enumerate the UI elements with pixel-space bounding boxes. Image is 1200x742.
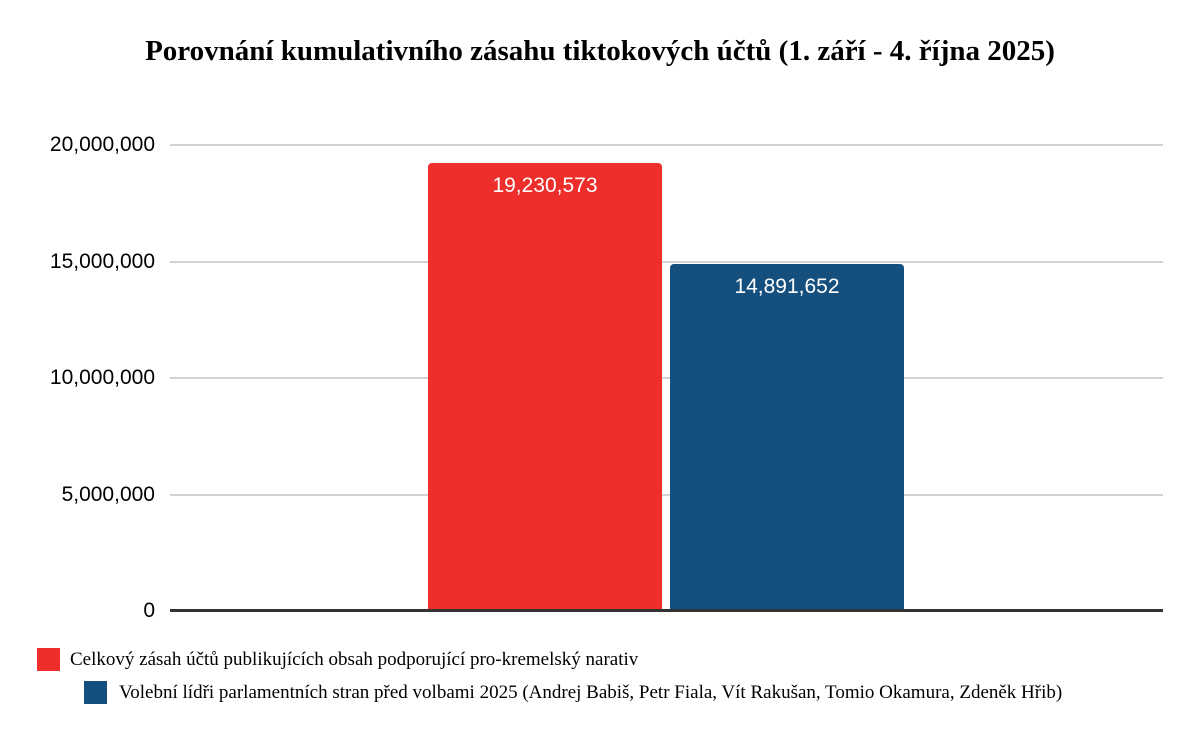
gridline	[170, 144, 1163, 146]
legend-label-pro-kremlin: Celkový zásah účtů publikujících obsah p…	[70, 649, 639, 670]
legend-label-party-leaders: Volební lídři parlamentních stran před v…	[119, 682, 1063, 703]
gridline	[170, 260, 1163, 263]
y-axis-tick-label: 15,000,000	[49, 250, 155, 273]
chart-title: Porovnání kumulativního zásahu tiktokový…	[145, 35, 1055, 67]
bar-party-leaders-reach: 14,891,652	[670, 264, 904, 611]
bar-pro-kremlin-reach: 19,230,573	[428, 163, 662, 611]
plot-area: 19,230,573 14,891,652	[170, 144, 1163, 612]
bar-value-label: 14,891,652	[734, 275, 840, 298]
y-axis-tick-label: 0	[143, 599, 155, 622]
legend-swatch-red	[37, 648, 60, 671]
bar-value-label: 19,230,573	[492, 174, 598, 197]
y-axis-tick-label: 10,000,000	[49, 366, 155, 389]
y-axis-tick-label: 20,000,000	[49, 133, 155, 156]
legend-swatch-blue	[84, 681, 107, 704]
gridline	[170, 377, 1163, 379]
x-axis-line	[170, 609, 1163, 612]
y-axis-tick-label: 5,000,000	[61, 483, 155, 506]
gridline	[170, 493, 1163, 496]
